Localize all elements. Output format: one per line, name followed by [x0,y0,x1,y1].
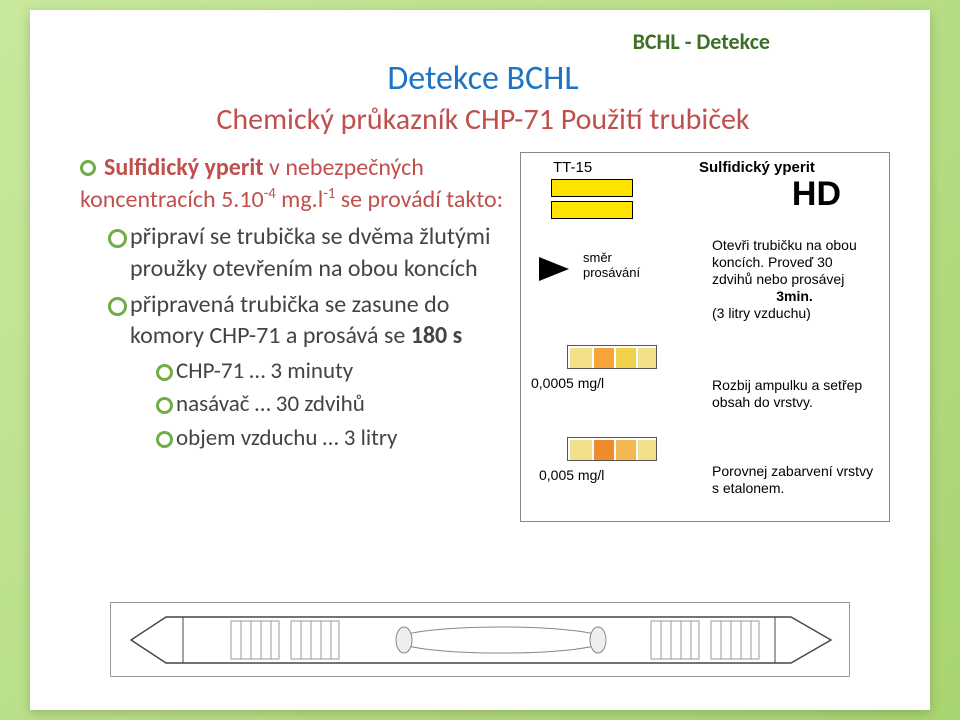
tube-cap [559,351,567,363]
lead-mg: mg.l [276,185,323,214]
content-columns: Sulfidický yperit v nebezpečných koncent… [76,152,890,522]
bullet-icon [80,160,96,176]
tube-body [567,437,657,461]
arrow-label: směr prosávání [583,251,640,281]
tube-cap [559,443,567,455]
header-tag: BCHL - Detekce [633,28,770,55]
panel-r1b: 3min. [712,288,877,305]
lead-text: Sulfidický yperit v nebezpečných koncent… [80,152,510,215]
sub-bullet-list: CHP-71 … 3 minuty nasávač … 30 zdvihů ob… [156,356,510,453]
lead-post: se provádí takto: [335,185,503,214]
tube-seg [594,440,614,460]
tube-1 [559,345,665,369]
tube-cap [657,443,665,455]
tube-seg [594,348,614,368]
tube-seg [638,440,656,460]
bottom-tube-panel [110,602,850,677]
slide-title: Detekce BCHL [76,58,890,99]
panel-instr-2: Rozbij ampulku a setřep obsah do vrstvy. [712,377,877,411]
yellow-bar-2 [551,201,633,219]
info-panel: TT-15 Sulfidický yperit HD směr prosáván… [520,152,890,522]
tube-body [567,345,657,369]
yellow-bar-1 [551,179,633,197]
tube-seg [570,348,592,368]
tube-2 [559,437,665,461]
tube-seg [570,440,592,460]
lead-sup2: -1 [323,184,335,202]
value-2: 0,005 mg/l [539,467,604,483]
value-1: 0,0005 mg/l [531,375,604,391]
panel-r1: Otevři trubičku na obou koncích. Proveď … [712,237,857,287]
sub-bullet-2: nasávač … 30 zdvihů [156,389,510,419]
tube-seg [616,348,636,368]
panel-instr-1: Otevři trubičku na obou koncích. Proveď … [712,237,877,322]
slide-subtitle: Chemický průkazník CHP-71 Použití trubič… [76,101,890,138]
bullet-2: připravená trubička se zasune do komory … [108,289,510,453]
arrow-label-2: prosávání [583,265,640,280]
panel-hd: HD [792,175,841,214]
panel-r1c: (3 litry vzduchu) [712,305,811,321]
bullet-2a: připravená trubička se zasune do komory … [130,290,449,351]
panel-name: Sulfidický yperit [699,159,869,176]
panel-instr-3: Porovnej zabarvení vrstvy s etalonem. [712,463,877,497]
arrow-label-1: směr [583,250,612,265]
arrow-icon [539,257,569,281]
right-column: TT-15 Sulfidický yperit HD směr prosáván… [520,152,890,522]
tube-seg [616,440,636,460]
bullet-1: připraví se trubička se dvěma žlutými pr… [108,221,510,284]
bullet-list: připraví se trubička se dvěma žlutými pr… [108,221,510,453]
lead-strong: Sulfidický yperit [104,153,264,182]
bullet-2b: 180 s [411,321,463,350]
tube-seg [638,348,656,368]
sub-bullet-3: objem vzduchu … 3 litry [156,423,510,453]
slide-card: BCHL - Detekce Detekce BCHL Chemický prů… [30,10,930,710]
lead-sup1: -4 [264,184,276,202]
left-column: Sulfidický yperit v nebezpečných koncent… [76,152,510,522]
tube-cap [657,351,665,363]
sub-bullet-1: CHP-71 … 3 minuty [156,356,510,386]
panel-tt: TT-15 [553,159,592,176]
tube-diagram-icon [111,603,851,678]
